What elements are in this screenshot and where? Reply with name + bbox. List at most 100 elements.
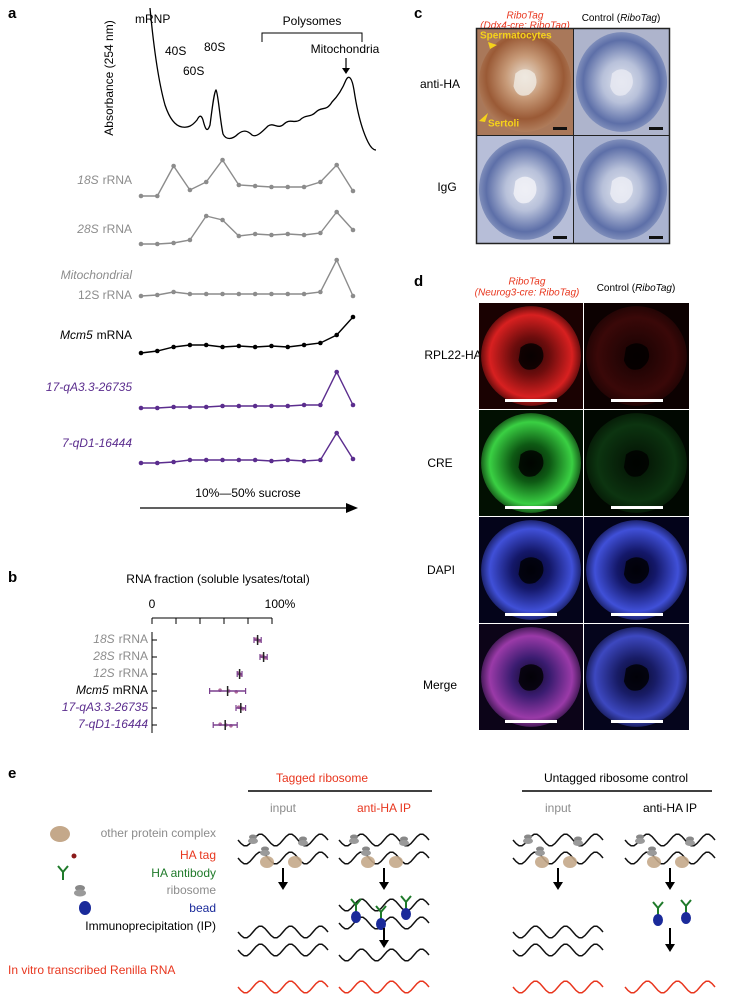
rna-wave: [512, 925, 604, 939]
label-plain: mRNA: [113, 683, 148, 697]
schematic: [237, 833, 716, 994]
ribosome-icon: [75, 885, 85, 891]
arrow-head: [346, 503, 358, 513]
trace-point: [236, 233, 242, 239]
header-text: ): [657, 13, 660, 24]
ribosome: [299, 836, 307, 842]
row-label: anti-HA: [420, 77, 460, 91]
label-plain: rRNA: [119, 666, 148, 680]
trace-point: [318, 340, 323, 346]
label-italic: Mcm5: [60, 328, 93, 342]
x-tick-label: 0: [149, 597, 156, 611]
protein-complex: [563, 856, 577, 868]
trace-point: [171, 289, 176, 295]
trace-point: [220, 457, 225, 463]
trace-point: [187, 291, 193, 297]
trace-point: [301, 402, 307, 408]
protein-complex: [535, 856, 549, 868]
trace-point: [269, 232, 274, 238]
trace-point: [138, 405, 144, 411]
legend-label: HA tag: [180, 848, 216, 862]
bead: [681, 912, 691, 924]
arrow-head: [479, 113, 488, 122]
row-label: RPL22-HA: [424, 348, 481, 362]
protein-complex: [647, 856, 661, 868]
trace-point: [236, 343, 242, 349]
trace-point: [220, 291, 225, 297]
legend-label: other protein complex: [101, 826, 216, 840]
label-italic: 28S: [76, 222, 98, 236]
column-header: Control (RiboTag): [597, 283, 676, 294]
trace-label: 12S rRNA: [93, 666, 148, 680]
label-italic: 17-qA3.3-26735: [62, 700, 148, 714]
row-label: Merge: [423, 678, 457, 692]
ribosome: [400, 836, 408, 842]
trace-point: [155, 292, 160, 298]
trace-point: [203, 457, 209, 463]
arrow-head: [379, 940, 389, 948]
trace-line: [141, 158, 354, 197]
rna-wave: [512, 851, 604, 865]
antibody: [400, 895, 412, 909]
lumen: [513, 176, 537, 204]
trace-point: [269, 403, 274, 409]
lumen: [623, 557, 650, 584]
column-header: anti-HA IP: [643, 801, 697, 815]
trace-point: [334, 209, 339, 215]
label-italic: 12S: [93, 666, 114, 680]
rna-wave: [338, 948, 430, 962]
trace-label: Mitochondrial: [61, 268, 133, 282]
scale-bar: [649, 236, 663, 239]
trace-point: [285, 291, 291, 297]
ribosome: [248, 838, 258, 844]
scale-bar: [505, 613, 557, 616]
trace-point: [138, 460, 144, 466]
ribosome: [535, 850, 545, 856]
ribosome: [260, 850, 270, 856]
scale-bar: [649, 127, 663, 130]
panel-label: e: [8, 765, 16, 782]
micrograph-grid: [479, 303, 689, 730]
ribosome: [524, 834, 532, 840]
trace-point: [171, 404, 176, 410]
label-italic: Mcm5: [76, 683, 109, 697]
trace-line: [141, 210, 354, 245]
ribosome: [261, 846, 269, 852]
arrow-head: [665, 882, 675, 890]
trace-point: [155, 241, 160, 247]
rna-wave: [624, 980, 716, 994]
rna-wave: [512, 943, 604, 957]
scale-bar: [611, 720, 663, 723]
protein-complex-icon: [50, 826, 70, 842]
trace-point: [138, 241, 144, 247]
trace-point: [269, 458, 274, 464]
protein-complex: [675, 856, 689, 868]
peak-label: mRNP: [135, 12, 170, 26]
column-header: anti-HA IP: [357, 801, 411, 815]
column-header: input: [545, 801, 572, 815]
lumen: [513, 69, 537, 96]
lumen: [623, 450, 650, 477]
column-header: (Neurog3-cre: RiboTag): [475, 288, 580, 299]
trace-point: [318, 230, 323, 236]
chart-title: RNA fraction (soluble lysates/total): [126, 572, 309, 586]
header-text: ): [672, 283, 675, 294]
ribosome: [399, 840, 409, 846]
header-text: Control (: [597, 283, 636, 294]
trace-point: [171, 163, 176, 169]
trace-point: [220, 344, 225, 350]
rna-wave: [237, 980, 329, 994]
peak-label: 80S: [204, 40, 225, 54]
trace-point: [252, 403, 258, 409]
trace-point: [187, 342, 193, 348]
lumen: [518, 343, 544, 370]
rna-wave: [624, 851, 716, 865]
label-plain: rRNA: [119, 649, 148, 663]
ribosome: [685, 840, 695, 846]
label-plain: rRNA: [119, 632, 148, 646]
trace-point: [187, 237, 193, 243]
antibody: [375, 905, 387, 919]
trace-point: [301, 184, 307, 190]
trace-point: [318, 457, 323, 463]
